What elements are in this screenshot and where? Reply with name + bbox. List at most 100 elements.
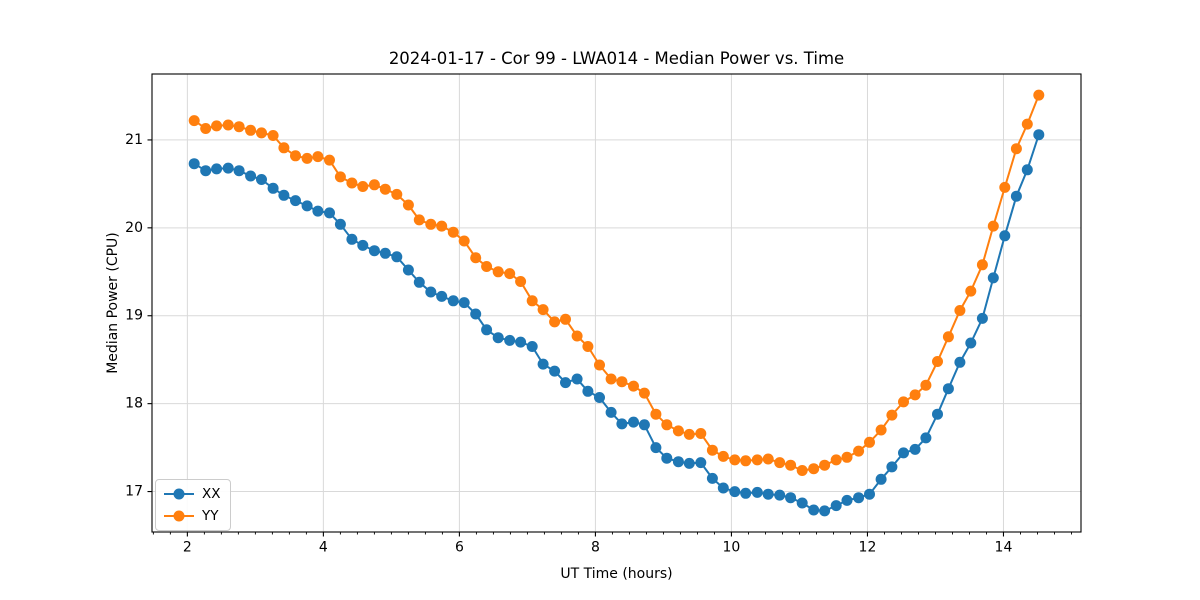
- data-point-xx: [942, 383, 954, 395]
- y-tick-label: 21: [125, 132, 143, 148]
- data-point-yy: [819, 459, 831, 471]
- data-point-xx: [729, 486, 741, 498]
- data-point-xx: [853, 492, 865, 504]
- data-point-yy: [413, 214, 425, 226]
- data-point-xx: [447, 295, 459, 307]
- data-point-yy: [729, 454, 741, 466]
- data-point-yy: [402, 199, 414, 211]
- data-point-yy: [549, 316, 561, 328]
- xx-line-marker-swatch: [164, 488, 194, 500]
- legend-item-xx: XX: [163, 483, 221, 505]
- data-point-yy: [616, 376, 628, 388]
- data-point-xx: [470, 308, 482, 320]
- data-point-xx: [706, 472, 718, 484]
- data-point-xx: [504, 334, 516, 346]
- data-point-xx: [211, 163, 223, 175]
- data-point-yy: [301, 152, 313, 164]
- data-point-xx: [357, 239, 369, 251]
- data-point-yy: [774, 457, 786, 469]
- data-point-xx: [425, 286, 437, 298]
- data-point-yy: [481, 261, 493, 272]
- data-point-yy: [751, 454, 763, 466]
- data-point-yy: [425, 218, 437, 230]
- data-point-yy: [379, 183, 391, 195]
- data-point-yy: [200, 123, 212, 134]
- data-point-yy: [695, 428, 707, 439]
- data-point-xx: [233, 165, 245, 177]
- data-point-yy: [954, 305, 966, 316]
- data-point-xx: [402, 264, 414, 276]
- data-point-xx: [785, 492, 797, 504]
- data-point-yy: [447, 226, 459, 238]
- data-point-yy: [290, 150, 301, 162]
- data-point-xx: [549, 365, 561, 377]
- data-point-yy: [796, 465, 808, 476]
- data-point-yy: [706, 444, 718, 456]
- data-point-xx: [278, 189, 290, 201]
- data-point-yy: [987, 220, 999, 232]
- data-point-xx: [312, 205, 324, 217]
- data-point-yy: [312, 151, 324, 163]
- data-point-yy: [324, 154, 335, 166]
- x-axis-label: UT Time (hours): [560, 566, 673, 582]
- x-tick-label: 6: [455, 540, 464, 556]
- data-point-yy: [717, 450, 729, 462]
- data-point-xx: [605, 406, 617, 418]
- data-point-xx: [875, 473, 887, 485]
- data-point-xx: [796, 497, 808, 509]
- data-point-yy: [942, 331, 954, 343]
- data-point-xx: [695, 457, 707, 469]
- x-tick-label: 14: [995, 540, 1013, 556]
- x-tick-label: 8: [591, 540, 600, 556]
- data-point-yy: [762, 453, 774, 465]
- data-point-xx: [1033, 129, 1045, 141]
- data-point-yy: [458, 235, 470, 247]
- data-point-xx: [222, 162, 234, 174]
- data-point-xx: [909, 443, 921, 455]
- data-point-xx: [886, 461, 898, 473]
- data-point-xx: [379, 247, 391, 259]
- data-point-yy: [1033, 89, 1045, 101]
- data-point-xx: [492, 332, 504, 344]
- data-point-xx: [920, 432, 932, 444]
- data-point-xx: [526, 341, 538, 352]
- data-point-xx: [324, 207, 335, 219]
- data-point-xx: [650, 442, 662, 454]
- data-point-yy: [526, 295, 538, 307]
- data-point-yy: [605, 373, 617, 385]
- data-point-yy: [571, 330, 583, 342]
- yy-line-marker-swatch: [164, 510, 194, 522]
- data-point-xx: [898, 447, 909, 459]
- data-point-xx: [301, 200, 313, 212]
- data-point-yy: [582, 341, 594, 352]
- legend-label-yy: YY: [202, 508, 219, 524]
- data-point-yy: [864, 436, 875, 448]
- data-point-xx: [830, 500, 842, 512]
- data-point-yy: [785, 459, 797, 471]
- data-point-xx: [290, 195, 301, 207]
- data-point-yy: [1021, 118, 1033, 130]
- data-point-xx: [762, 488, 774, 500]
- series-line-yy: [193, 94, 1040, 472]
- data-point-xx: [560, 377, 571, 389]
- data-point-xx: [571, 373, 583, 385]
- axes-border: [151, 73, 1082, 533]
- data-point-xx: [987, 272, 999, 284]
- chart-title: 2024-01-17 - Cor 99 - LWA014 - Median Po…: [388, 49, 845, 68]
- data-point-yy: [886, 409, 898, 421]
- x-tick-label: 10: [723, 540, 741, 556]
- data-point-yy: [368, 179, 380, 191]
- data-point-yy: [188, 115, 200, 127]
- data-point-xx: [661, 452, 673, 464]
- data-point-yy: [976, 259, 988, 271]
- data-point-yy: [537, 304, 549, 316]
- data-point-yy: [492, 266, 504, 278]
- data-point-xx: [932, 408, 943, 420]
- data-point-xx: [481, 324, 493, 336]
- data-point-yy: [357, 181, 369, 192]
- legend-item-yy: YY: [163, 505, 221, 527]
- data-point-xx: [774, 489, 786, 501]
- data-point-yy: [672, 425, 684, 437]
- data-point-xx: [864, 488, 875, 500]
